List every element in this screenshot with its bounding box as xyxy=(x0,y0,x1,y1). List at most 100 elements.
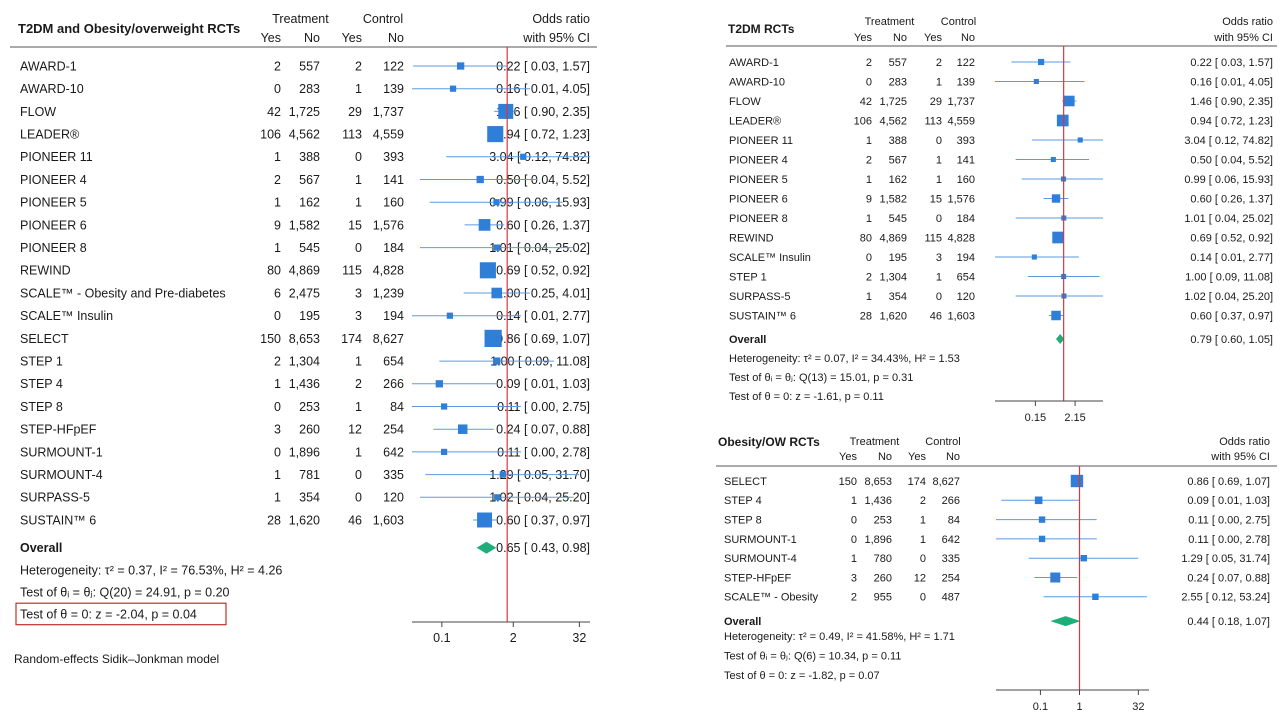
study-name: PIONEER 11 xyxy=(729,135,793,147)
study-name: STEP 1 xyxy=(20,354,63,368)
study-marker xyxy=(1037,58,1045,66)
control-yes: 3 xyxy=(355,309,362,323)
treatment-no: 283 xyxy=(299,82,320,96)
overall-ci: 0.65 [ 0.43, 0.98] xyxy=(496,541,590,555)
treatment-yes: 2 xyxy=(851,592,857,604)
control-no: 4,828 xyxy=(373,264,404,278)
treatment-yes: 28 xyxy=(267,513,281,527)
forest-plot-combined: T2DM and Obesity/overweight RCTs Treatmen… xyxy=(0,0,600,720)
study-row: AWARD-1 2 557 2 122 0.22 [ 0.03, 1.57] xyxy=(729,57,1273,69)
study-name: LEADER® xyxy=(20,127,80,141)
forest-plot-t2dm: T2DM RCTs Treatment Control Yes No Yes No Odds … xyxy=(722,0,1280,424)
treatment-no: 780 xyxy=(874,553,892,565)
treatment-yes: 1 xyxy=(274,377,281,391)
study-name: PIONEER 4 xyxy=(729,154,788,166)
treatment-no: 1,620 xyxy=(879,310,907,322)
odds-ratio-ci: 0.69 [ 0.52, 0.92] xyxy=(496,264,590,278)
odds-ratio-ci: 0.60 [ 0.26, 1.37] xyxy=(496,218,590,232)
study-row: PIONEER 11 1 388 0 393 3.04 [ 0.12, 74.82] xyxy=(729,135,1273,147)
treatment-no: 260 xyxy=(874,572,892,584)
control-no: 4,559 xyxy=(373,127,404,141)
odds-ratio-ci: 0.11 [ 0.00, 2.75] xyxy=(1188,514,1270,526)
study-row: STEP 8 0 253 1 84 0.11 [ 0.00, 2.75] xyxy=(724,514,1270,526)
study-marker xyxy=(1038,516,1046,523)
control-no: 139 xyxy=(383,82,404,96)
control-header: Control xyxy=(941,16,976,28)
treatment-no: 388 xyxy=(299,150,320,164)
control-yes: 2 xyxy=(355,59,362,73)
z-test-stat: Test of θ = 0: z = -2.04, p = 0.04 xyxy=(20,608,197,622)
odds-ratio-ci: 1.29 [ 0.05, 31.74] xyxy=(1181,553,1270,565)
treatment-no: 781 xyxy=(299,468,320,482)
odds-ratio-ci: 1.02 [ 0.04, 25.20] xyxy=(1184,291,1273,303)
study-name: PIONEER 6 xyxy=(729,193,788,205)
control-no: 141 xyxy=(957,154,975,166)
study-row: STEP 8 0 253 1 84 0.11 [ 0.00, 2.75] xyxy=(20,400,590,414)
treatment-no: 1,725 xyxy=(289,105,320,119)
treatment-no: 545 xyxy=(889,213,907,225)
treatment-yes: 0 xyxy=(274,309,281,323)
forest-svg: T2DM RCTs Treatment Control Yes No Yes No Odds … xyxy=(726,16,1277,424)
study-marker xyxy=(456,62,465,70)
control-no: 1,576 xyxy=(947,193,975,205)
study-name: STEP 4 xyxy=(724,495,762,507)
control-yes: 2 xyxy=(355,377,362,391)
control-no: 184 xyxy=(383,241,404,255)
control-no: 642 xyxy=(383,445,404,459)
study-row: PIONEER 5 1 162 1 160 0.99 [ 0.06, 15.93] xyxy=(729,174,1273,186)
study-name: LEADER® xyxy=(729,115,781,127)
treatment-no: 567 xyxy=(299,173,320,187)
odds-ratio-ci: 1.46 [ 0.90, 2.35] xyxy=(496,105,590,119)
treatment-yes: 2 xyxy=(274,173,281,187)
control-yes: 0 xyxy=(355,491,362,505)
study-marker xyxy=(1050,156,1056,163)
treatment-no: 1,896 xyxy=(864,534,892,546)
study-name: STEP-HFpEF xyxy=(724,572,792,584)
study-marker xyxy=(1056,114,1069,127)
study-row: PIONEER 8 1 545 0 184 1.01 [ 0.04, 25.02] xyxy=(20,241,590,255)
study-row: SCALE™ Insulin 0 195 3 194 0.14 [ 0.01, 2.77] xyxy=(729,252,1273,264)
treatment-yes: 0 xyxy=(274,82,281,96)
control-no: 120 xyxy=(383,491,404,505)
control-no: 4,828 xyxy=(947,232,975,244)
study-name: PIONEER 6 xyxy=(20,218,87,232)
control-header: Control xyxy=(363,12,403,26)
study-row: SCALE™ Insulin 0 195 3 194 0.14 [ 0.01, 2.77] xyxy=(20,309,590,323)
treatment-yes: 1 xyxy=(274,241,281,255)
treatment-yes: 2 xyxy=(274,59,281,73)
treatment-no: 283 xyxy=(889,76,907,88)
study-marker xyxy=(435,380,443,388)
control-no: 8,627 xyxy=(932,476,960,488)
treatment-no: 2,475 xyxy=(289,286,320,300)
study-name: SCALE™ Insulin xyxy=(20,309,113,323)
control-yes: 0 xyxy=(936,213,942,225)
treatment-yes: 0 xyxy=(866,76,872,88)
treatment-no: 354 xyxy=(889,291,907,303)
control-header: Control xyxy=(925,436,960,448)
study-marker xyxy=(1051,310,1061,321)
overall-diamond xyxy=(476,541,497,554)
treatment-no: 4,869 xyxy=(289,264,320,278)
x-tick-label: 0.1 xyxy=(1033,701,1048,713)
treatment-no: 1,436 xyxy=(864,495,892,507)
treatment-yes: 1 xyxy=(274,468,281,482)
treatment-yes: 80 xyxy=(267,264,281,278)
treatment-header: Treatment xyxy=(272,12,329,26)
study-marker xyxy=(499,471,506,478)
odds-ratio-ci: 0.60 [ 0.37, 0.97] xyxy=(496,513,590,527)
control-yes: 174 xyxy=(908,476,926,488)
study-name: AWARD-1 xyxy=(20,59,77,73)
treatment-yes: 150 xyxy=(260,332,281,346)
treatment-no: 8,653 xyxy=(864,476,892,488)
treatment-yes: 1 xyxy=(866,291,872,303)
highlight-box xyxy=(15,602,227,626)
control-no-header: No xyxy=(961,32,975,44)
study-marker xyxy=(1038,535,1046,543)
treatment-yes: 9 xyxy=(274,218,281,232)
treatment-no: 253 xyxy=(299,400,320,414)
study-name: SURMOUNT-1 xyxy=(724,534,797,546)
study-marker xyxy=(476,175,484,184)
odds-ratio-ci: 0.99 [ 0.06, 15.93] xyxy=(1184,174,1273,186)
treatment-no: 1,304 xyxy=(289,354,320,368)
control-no: 120 xyxy=(957,291,975,303)
